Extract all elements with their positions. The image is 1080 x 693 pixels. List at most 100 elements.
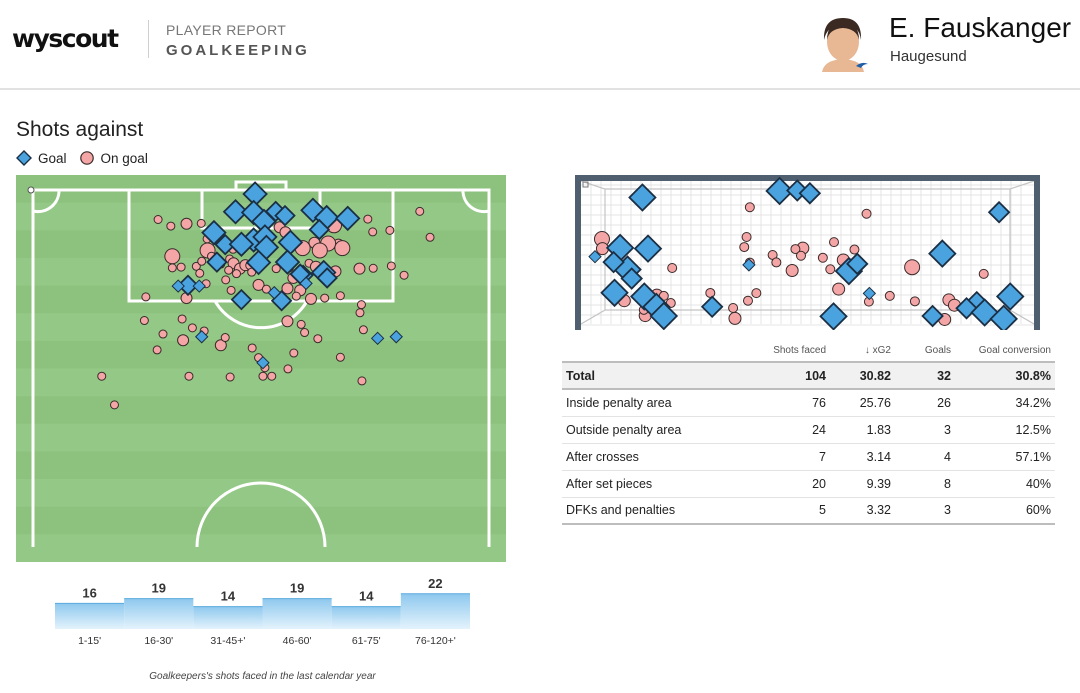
period-bar xyxy=(55,603,125,629)
stats-cell: 5 xyxy=(730,497,830,525)
on-goal-point xyxy=(357,376,367,386)
on-goal-point xyxy=(304,292,317,305)
goal-point xyxy=(274,204,296,227)
goal-point xyxy=(602,250,625,274)
on-goal-point xyxy=(817,252,828,263)
stats-row: After crosses 7 3.14 4 57.1% xyxy=(562,443,1055,471)
on-goal-point xyxy=(152,345,162,355)
stats-cell: 32 xyxy=(895,361,955,390)
goal-point xyxy=(700,295,724,319)
on-goal-point xyxy=(258,371,268,381)
stats-row-label: Inside penalty area xyxy=(562,389,730,417)
goal-point xyxy=(862,286,877,301)
stats-row: Inside penalty area 76 25.76 26 34.2% xyxy=(562,389,1055,417)
period-category-label: 1-15' xyxy=(78,635,101,647)
stats-cell: 3.32 xyxy=(830,497,895,525)
on-goal-point xyxy=(232,269,241,279)
on-goal-point xyxy=(226,285,236,295)
stats-cell: 57.1% xyxy=(955,443,1055,471)
on-goal-point xyxy=(744,202,755,213)
stats-row: Total 104 30.82 32 30.8% xyxy=(562,361,1055,390)
stats-header-cell: Shots faced xyxy=(773,345,826,356)
period-value-label: 19 xyxy=(290,581,304,596)
on-goal-point xyxy=(184,371,194,381)
on-goal-point xyxy=(667,263,678,273)
goal-point xyxy=(600,278,629,308)
goal-point xyxy=(765,176,794,206)
stats-cell: 9.39 xyxy=(830,470,895,498)
legend-on-goal-label: On goal xyxy=(100,150,148,166)
legend-goal: Goal xyxy=(16,150,67,166)
goal-point xyxy=(620,267,644,290)
on-goal-point xyxy=(289,348,299,358)
stats-cell: 3 xyxy=(895,497,955,525)
on-goal-point xyxy=(164,248,181,265)
goal-posts xyxy=(575,175,1040,330)
on-goal-point xyxy=(334,240,351,257)
shots-by-period-chart: 16 1-15' 19 16-30' 14 31-45+' 19 46-60' 14 61-75'… xyxy=(55,576,470,647)
footnote: Goalkeepers's shots faced in the last ca… xyxy=(149,671,376,682)
stats-cell: 20 xyxy=(730,470,830,498)
stats-cell: 76 xyxy=(730,389,830,417)
report-subtitle: PLAYER REPORT xyxy=(166,22,287,38)
goal-point xyxy=(588,249,602,264)
on-goal-point xyxy=(214,339,227,352)
stats-cell: 7 xyxy=(730,443,830,471)
on-goal-point xyxy=(176,262,186,272)
goal-point xyxy=(177,274,199,297)
on-goal-point xyxy=(296,319,306,329)
on-goal-point xyxy=(909,296,920,307)
goal-point xyxy=(245,249,272,276)
goal-point xyxy=(308,218,331,241)
goal-point xyxy=(228,231,255,258)
wyscout-logo: wyscout xyxy=(12,24,119,53)
stats-row: After set pieces 20 9.39 8 40% xyxy=(562,470,1055,498)
stats-header-cell: Goals xyxy=(924,345,951,356)
stats-cell: 8 xyxy=(895,470,955,498)
stats-cell: 30.8% xyxy=(955,361,1055,390)
on-goal-point xyxy=(197,256,207,266)
on-goal-point xyxy=(300,328,310,338)
period-category-label: 61-75' xyxy=(352,635,381,647)
on-goal-point xyxy=(832,282,846,296)
goal-point xyxy=(299,276,313,291)
on-goal-point xyxy=(177,334,190,347)
goal-point xyxy=(798,182,822,205)
goal-point xyxy=(921,304,944,328)
goal-point xyxy=(370,331,385,346)
on-goal-point xyxy=(386,261,396,271)
on-goal-point xyxy=(166,221,176,231)
period-value-label: 14 xyxy=(221,589,236,604)
on-goal-point xyxy=(742,295,753,306)
period-bar xyxy=(262,598,332,629)
on-goal-point xyxy=(368,263,378,273)
stats-header-cell: ↓ xG2 xyxy=(864,345,891,356)
goal-point xyxy=(195,330,209,344)
goal-point xyxy=(201,219,227,246)
on-goal-point xyxy=(320,293,330,303)
stats-cell: 40% xyxy=(955,470,1055,498)
pitch-corner-dot xyxy=(27,186,35,194)
goal-point xyxy=(630,282,659,311)
stats-row-label: DFKs and penalties xyxy=(562,497,730,525)
stats-row-label: Total xyxy=(562,361,730,390)
legend-goal-label: Goal xyxy=(38,150,67,166)
legend-on-goal: On goal xyxy=(79,150,148,166)
on-goal-point xyxy=(741,232,752,242)
on-goal-point xyxy=(978,268,989,279)
period-value-label: 22 xyxy=(428,576,442,591)
on-goal-point xyxy=(355,308,365,318)
period-bar xyxy=(331,606,401,629)
stats-cell: 34.2% xyxy=(955,389,1055,417)
stats-row-label: After crosses xyxy=(562,443,730,471)
period-value-label: 14 xyxy=(359,589,374,604)
period-category-label: 46-60' xyxy=(283,635,312,647)
on-goal-point xyxy=(141,292,151,302)
center-circle xyxy=(195,481,327,548)
on-goal-point xyxy=(904,259,921,276)
on-goal-point xyxy=(180,217,193,230)
on-goal-point xyxy=(221,275,231,285)
on-goal-point xyxy=(97,371,107,381)
stats-cell: 26 xyxy=(895,389,955,417)
on-goal-point xyxy=(335,291,345,301)
